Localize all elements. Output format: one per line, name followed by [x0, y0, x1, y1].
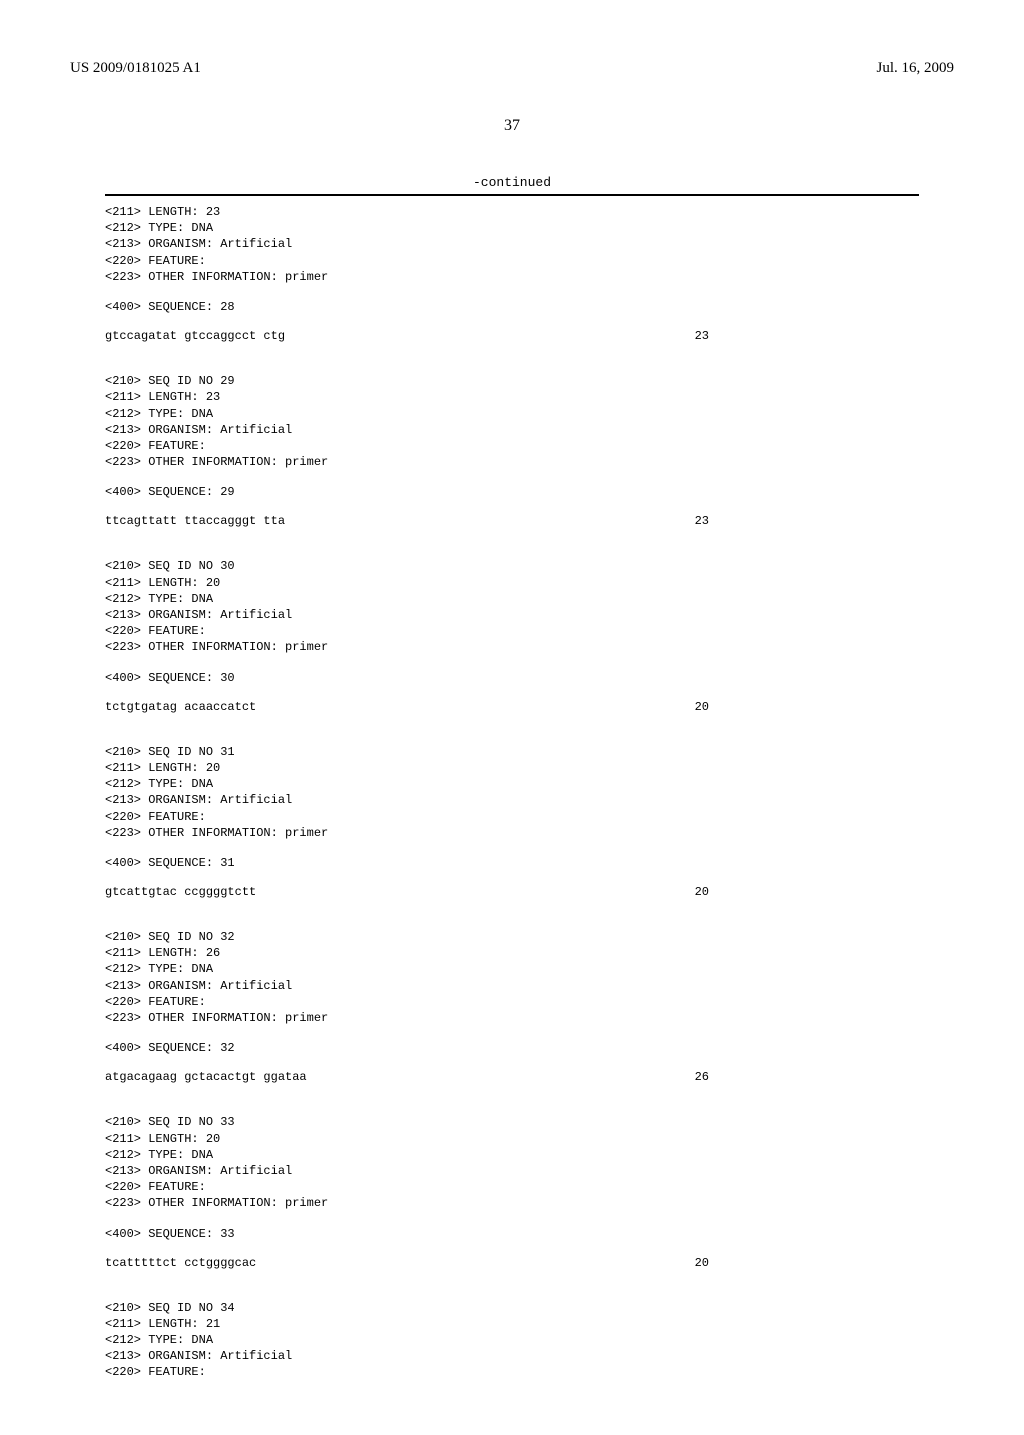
- sequence-row: gtccagatat gtccaggcct ctg 23: [105, 329, 919, 343]
- publication-number: US 2009/0181025 A1: [70, 60, 201, 77]
- sequence-block-partial: <210> SEQ ID NO 34 <211> LENGTH: 21 <212…: [105, 1300, 919, 1381]
- sequence-label: <400> SEQUENCE: 29: [105, 484, 919, 500]
- sequence-row: atgacagaag gctacactgt ggataa 26: [105, 1070, 919, 1084]
- sequence-length-value: 20: [695, 700, 709, 714]
- sequence-row: gtcattgtac ccggggtctt 20: [105, 885, 919, 899]
- content-wrapper: <211> LENGTH: 23 <212> TYPE: DNA <213> O…: [70, 194, 954, 1381]
- sequence-block: <210> SEQ ID NO 32 <211> LENGTH: 26 <212…: [105, 929, 919, 1084]
- sequence-block: <210> SEQ ID NO 31 <211> LENGTH: 20 <212…: [105, 744, 919, 899]
- sequence-metadata: <210> SEQ ID NO 32 <211> LENGTH: 26 <212…: [105, 929, 919, 1026]
- sequence-metadata: <210> SEQ ID NO 30 <211> LENGTH: 20 <212…: [105, 558, 919, 655]
- sequence-text: gtcattgtac ccggggtctt: [105, 885, 256, 899]
- sequence-block: <211> LENGTH: 23 <212> TYPE: DNA <213> O…: [105, 204, 919, 343]
- sequence-row: tcatttttct cctggggcac 20: [105, 1256, 919, 1270]
- sequence-text: tcatttttct cctggggcac: [105, 1256, 256, 1270]
- sequence-text: atgacagaag gctacactgt ggataa: [105, 1070, 307, 1084]
- sequence-row: tctgtgatag acaaccatct 20: [105, 700, 919, 714]
- sequence-label: <400> SEQUENCE: 33: [105, 1226, 919, 1242]
- sequence-label: <400> SEQUENCE: 31: [105, 855, 919, 871]
- sequence-row: ttcagttatt ttaccagggt tta 23: [105, 514, 919, 528]
- sequence-length-value: 26: [695, 1070, 709, 1084]
- sequence-block: <210> SEQ ID NO 29 <211> LENGTH: 23 <212…: [105, 373, 919, 528]
- sequence-block: <210> SEQ ID NO 33 <211> LENGTH: 20 <212…: [105, 1114, 919, 1269]
- sequence-label: <400> SEQUENCE: 28: [105, 299, 919, 315]
- sequence-length-value: 23: [695, 514, 709, 528]
- sequence-length-value: 23: [695, 329, 709, 343]
- page-container: US 2009/0181025 A1 Jul. 16, 2009 37 -con…: [0, 0, 1024, 1435]
- sequence-metadata: <211> LENGTH: 23 <212> TYPE: DNA <213> O…: [105, 204, 919, 285]
- publication-date: Jul. 16, 2009: [876, 60, 954, 77]
- sequence-label: <400> SEQUENCE: 30: [105, 670, 919, 686]
- page-number: 37: [70, 117, 954, 135]
- page-header: US 2009/0181025 A1 Jul. 16, 2009: [70, 60, 954, 77]
- sequence-text: ttcagttatt ttaccagggt tta: [105, 514, 285, 528]
- sequence-length-value: 20: [695, 1256, 709, 1270]
- sequence-metadata: <210> SEQ ID NO 31 <211> LENGTH: 20 <212…: [105, 744, 919, 841]
- divider-line: [105, 194, 919, 196]
- sequence-text: tctgtgatag acaaccatct: [105, 700, 256, 714]
- sequence-text: gtccagatat gtccaggcct ctg: [105, 329, 285, 343]
- sequence-metadata: <210> SEQ ID NO 33 <211> LENGTH: 20 <212…: [105, 1114, 919, 1211]
- sequence-block: <210> SEQ ID NO 30 <211> LENGTH: 20 <212…: [105, 558, 919, 713]
- continued-label: -continued: [70, 175, 954, 190]
- sequence-listing-container: <211> LENGTH: 23 <212> TYPE: DNA <213> O…: [105, 204, 919, 1381]
- sequence-metadata: <210> SEQ ID NO 34 <211> LENGTH: 21 <212…: [105, 1300, 919, 1381]
- sequence-length-value: 20: [695, 885, 709, 899]
- sequence-metadata: <210> SEQ ID NO 29 <211> LENGTH: 23 <212…: [105, 373, 919, 470]
- sequence-label: <400> SEQUENCE: 32: [105, 1040, 919, 1056]
